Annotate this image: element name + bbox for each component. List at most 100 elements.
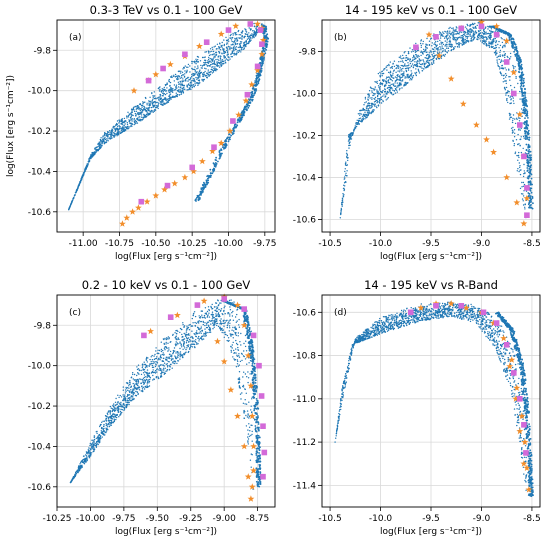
cloud-point [157,104,159,106]
cloud-point [131,110,133,112]
band-point [260,56,262,59]
band-point [515,47,518,50]
cloud-point [247,371,249,373]
cloud-point [477,37,479,39]
cloud-point [128,401,130,404]
cloud-point [487,38,489,40]
cloud-point [198,70,201,73]
cloud-point [135,108,137,110]
dense-band [194,23,270,202]
cloud-point [238,324,240,326]
cloud-point [457,32,460,35]
cloud-point [509,76,511,78]
cloud-point [342,187,345,190]
cloud-point [421,52,424,55]
cloud-point [251,37,253,39]
cloud-point [514,151,517,153]
band-point [225,143,228,146]
cloud-point [237,378,240,381]
cloud-point [420,54,422,57]
cloud-point [200,67,202,69]
cloud-point [489,29,491,32]
band-point [232,127,235,130]
cloud-point [138,103,141,106]
cloud-point [220,59,222,61]
cloud-point [185,77,187,80]
cloud-point [213,60,216,62]
cloud-point [152,106,154,109]
cloud-point [519,166,521,169]
cloud-point [422,59,424,61]
band-point [522,82,525,85]
cloud-point [421,67,423,69]
cloud-point [173,74,175,77]
band-point [519,86,522,88]
cloud-point [515,69,517,72]
cloud-point [124,126,126,128]
cloud-point [134,119,136,122]
cloud-point [126,122,128,124]
cloud-point [447,50,450,52]
cloud-point [108,133,111,135]
y-tick-label: -10.4 [293,173,317,183]
cloud-point [465,41,467,43]
cloud-point [514,122,517,125]
cloud-point [247,34,249,36]
cloud-point [171,89,173,91]
cloud-point [202,75,204,78]
cloud-point [378,92,380,95]
cloud-point [449,41,452,43]
cloud-point [208,52,210,54]
cloud-point [145,107,148,109]
cloud-point [186,334,188,336]
cloud-point [378,79,381,82]
cloud-point [238,364,240,366]
cloud-point [521,198,524,200]
cloud-point [72,198,74,200]
cloud-point [151,111,153,113]
cloud-point [166,87,168,89]
cloud-point [248,27,250,29]
cloud-point [518,143,520,145]
cloud-point [410,65,413,68]
cloud-point [426,37,428,40]
cloud-point [169,350,172,353]
cloud-point [405,54,407,57]
cloud-point [454,39,457,41]
cloud-point [143,369,146,371]
cloud-point [254,35,256,37]
cloud-point [236,363,239,365]
cloud-point [194,66,196,68]
cloud-point [179,342,181,344]
cloud-point [187,76,189,79]
square-marker [160,65,166,72]
cloud-point [191,73,193,76]
cloud-point [196,330,198,332]
cloud-point [389,85,391,87]
cloud-point [401,76,404,78]
cloud-point [406,67,408,70]
cloud-point [394,82,396,84]
cloud-point [165,90,167,92]
cloud-point [369,86,372,88]
cloud-point [418,62,420,64]
cloud-point [487,28,489,30]
band-point [516,51,519,53]
cloud-point [455,41,457,43]
band-point [528,136,531,139]
cloud-point [474,27,476,29]
cloud-point [439,33,441,35]
cloud-point [512,100,515,102]
cloud-point [223,57,225,59]
cloud-point [184,347,186,349]
cloud-point [68,207,71,209]
cloud-point [98,146,101,149]
band-point [527,162,530,165]
cloud-point [145,115,147,117]
cloud-point [202,64,204,67]
cloud-point [370,111,373,114]
cloud-point [247,441,249,443]
cloud-point [470,31,473,33]
cloud-point [176,95,178,97]
cloud-point [444,53,446,56]
